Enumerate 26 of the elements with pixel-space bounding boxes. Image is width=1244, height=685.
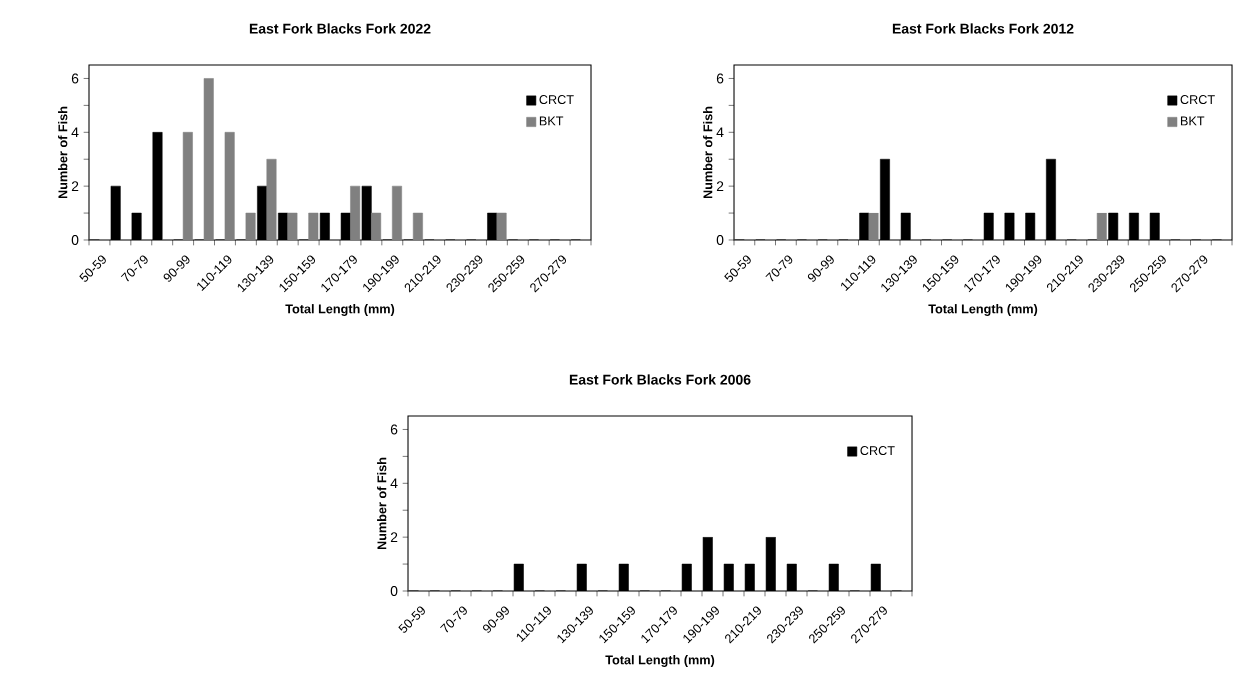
legend-label: CRCT: [1180, 95, 1215, 105]
y-axis-title: Number of Fish: [703, 106, 713, 199]
y-tick-label: 2: [716, 181, 724, 192]
y-tick-label: 0: [716, 235, 724, 245]
y-tick-label: 4: [71, 127, 79, 138]
x-axis-title: Total Length (mm): [285, 304, 395, 316]
chart-title: East Fork Blacks Fork 2012: [892, 23, 1074, 34]
y-tick-label: 0: [71, 235, 79, 245]
y-tick-label: 2: [71, 181, 79, 192]
y-axis-title: Number of Fish: [377, 457, 387, 550]
legend-label: BKT: [539, 116, 564, 126]
legend-label: BKT: [1180, 116, 1205, 126]
x-axis-title: Total Length (mm): [605, 655, 715, 667]
y-tick-label: 6: [716, 73, 724, 84]
y-tick-label: 2: [390, 532, 398, 543]
y-tick-label: 4: [390, 478, 398, 489]
chart-title: East Fork Blacks Fork 2006: [569, 374, 751, 385]
y-tick-label: 6: [390, 424, 398, 435]
y-tick-label: 4: [716, 127, 724, 138]
chart-title: East Fork Blacks Fork 2022: [249, 23, 431, 34]
x-axis-title: Total Length (mm): [928, 304, 1038, 316]
y-axis-title: Number of Fish: [58, 106, 68, 199]
y-tick-label: 0: [390, 586, 398, 596]
y-tick-label: 6: [71, 73, 79, 84]
legend-label: CRCT: [539, 95, 574, 105]
legend-label: CRCT: [860, 446, 895, 456]
